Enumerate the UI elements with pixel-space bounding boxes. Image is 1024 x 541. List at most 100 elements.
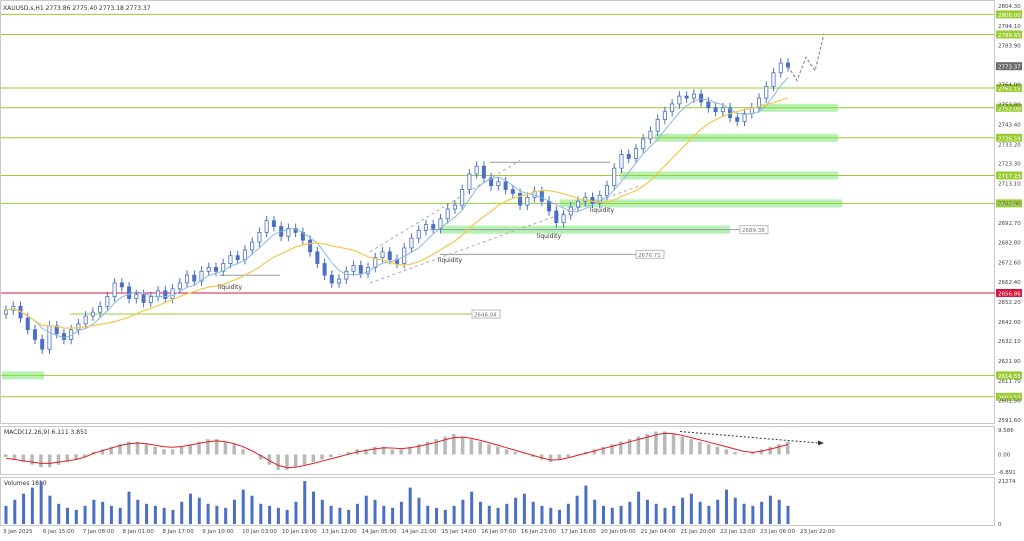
volume-bar xyxy=(285,509,289,524)
level-price-tag xyxy=(996,84,1022,93)
macd-bar xyxy=(373,446,377,455)
macd-bar xyxy=(654,431,658,455)
volume-bar xyxy=(74,509,78,524)
ma-slow-line xyxy=(5,97,789,329)
candle-body xyxy=(518,193,523,206)
candle-body xyxy=(163,290,168,299)
price-tick-label: 2611.70 xyxy=(998,379,1021,385)
volume-bar xyxy=(637,491,641,524)
volume-bar xyxy=(153,505,157,524)
price-tick-label: 2753.80 xyxy=(998,102,1021,108)
candle-body xyxy=(597,194,602,204)
volume-bar xyxy=(364,495,368,524)
level-price-label: 2752.00 xyxy=(998,106,1021,112)
time-tick-label: 9 Jan 10:00 xyxy=(202,529,234,535)
price-tick-label: 2764.00 xyxy=(998,82,1021,88)
candle-body xyxy=(764,85,769,99)
candle-body xyxy=(699,93,704,103)
macd-bar xyxy=(188,444,193,455)
macd-bar xyxy=(30,454,34,465)
macd-tick-label: 9.586 xyxy=(998,428,1014,434)
level-price-tag xyxy=(996,10,1022,19)
macd-bar xyxy=(127,441,131,455)
macd-bar xyxy=(434,439,439,455)
volume-bar xyxy=(294,501,298,524)
candle-body xyxy=(641,138,646,150)
macd-bar xyxy=(390,449,395,455)
horizontal-levels: 2800.00 2789.65 2762.15 2752.00 2736.59 2717.… xyxy=(1,10,1022,401)
level-price-label: 2603.53 xyxy=(998,395,1021,401)
candle-body xyxy=(25,317,30,331)
macd-bar xyxy=(487,444,491,455)
level-price-label: 2702.90 xyxy=(998,202,1021,208)
candle-body xyxy=(742,113,747,122)
candle-body xyxy=(757,97,762,109)
macd-bar xyxy=(759,449,764,455)
macd-bar xyxy=(416,444,421,455)
liquidity-label: liquidity xyxy=(537,233,561,240)
macd-bar xyxy=(662,431,667,455)
macd-bar xyxy=(645,434,649,455)
candle-body xyxy=(467,173,472,190)
candle-body xyxy=(61,333,66,340)
macd-bar xyxy=(285,454,289,470)
volume-bar xyxy=(92,499,96,524)
trend-lines xyxy=(220,159,641,284)
divergence-line xyxy=(679,430,819,444)
candle-body xyxy=(213,267,218,272)
candle-body xyxy=(105,296,110,307)
time-tick-label: 21 Jan 04:00 xyxy=(641,529,676,535)
price-tick-label: 2642.00 xyxy=(998,320,1021,326)
macd-bar xyxy=(21,454,26,463)
volume-title: Volumes 1810 xyxy=(4,480,47,487)
price-tick-label: 2804.30 xyxy=(998,4,1021,10)
volume-bar xyxy=(443,509,447,524)
price-tick-label: 2692.70 xyxy=(998,221,1021,227)
candle-body xyxy=(206,267,211,272)
volume-bar xyxy=(716,499,720,524)
volume-bar xyxy=(259,503,263,524)
volume-bar xyxy=(66,507,70,524)
candle-body xyxy=(351,265,356,272)
volume-bar xyxy=(601,505,605,524)
candle-body xyxy=(170,288,175,299)
level-price-label: 2762.15 xyxy=(998,87,1021,93)
price-tick-label: 2591.60 xyxy=(998,418,1021,424)
level-price-tag xyxy=(996,371,1022,380)
candle-body xyxy=(228,255,233,264)
trend-line xyxy=(369,159,521,253)
volume-bar xyxy=(707,505,711,524)
candle-body xyxy=(706,101,711,109)
price-tick-label: 2733.20 xyxy=(998,142,1021,148)
volume-bar xyxy=(241,489,245,524)
volume-bar xyxy=(355,503,359,524)
candle-body xyxy=(626,154,631,159)
macd-bar xyxy=(250,454,254,455)
macd-bar xyxy=(232,444,236,455)
macd-bar xyxy=(636,436,641,455)
volume-bar xyxy=(22,493,26,524)
volume-bar xyxy=(645,499,649,524)
time-tick-label: 17 Jan 16:00 xyxy=(561,529,596,535)
volume-bar xyxy=(303,481,307,524)
time-tick-label: 22 Jan 13:00 xyxy=(720,529,755,535)
volume-bar xyxy=(145,503,149,524)
candle-body xyxy=(510,189,515,194)
level-price-label: 2789.65 xyxy=(998,33,1021,39)
volume-bar xyxy=(83,505,87,524)
level-price-label: 2800.00 xyxy=(998,13,1021,19)
macd-bar xyxy=(346,451,351,455)
macd-bar xyxy=(750,451,755,455)
level-price-label: 2656.86 xyxy=(998,291,1021,297)
volume-bar xyxy=(566,503,570,524)
time-tick-label: 10 Jan 19:00 xyxy=(282,529,317,535)
volume-bar xyxy=(338,507,342,524)
volume-bar xyxy=(760,501,764,524)
macd-tick-label: 0.00 xyxy=(998,452,1011,458)
candle-body xyxy=(119,282,124,288)
volume-bar xyxy=(751,505,755,524)
liquidity-annotations: liquidity liquidity liquidity liquidity xyxy=(218,207,614,291)
candle-body xyxy=(445,208,450,220)
